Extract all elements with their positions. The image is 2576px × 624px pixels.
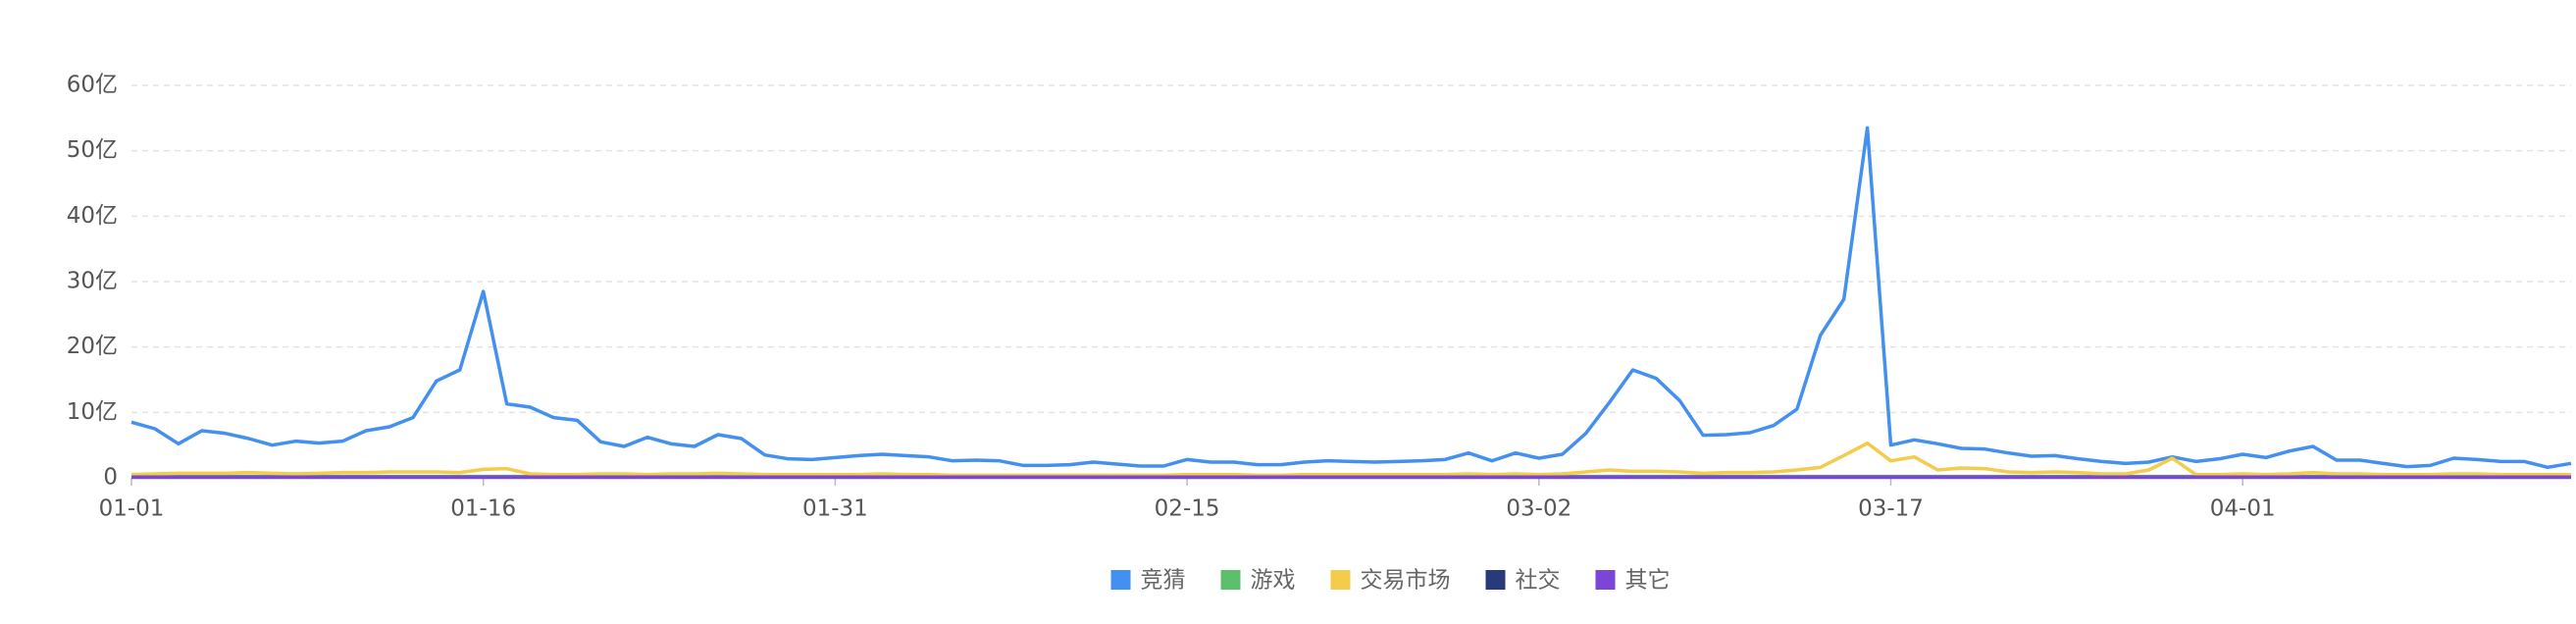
legend-swatch — [1110, 570, 1131, 590]
y-tick-label: 20亿 — [67, 334, 118, 359]
legend-item[interactable]: 游戏 — [1220, 568, 1296, 594]
legend-label: 竞猜 — [1141, 568, 1186, 594]
y-tick-label: 50亿 — [67, 137, 118, 163]
x-tick-label: 04-01 — [2210, 496, 2276, 522]
legend-item[interactable]: 竞猜 — [1110, 568, 1186, 594]
y-tick-label: 10亿 — [67, 399, 118, 425]
y-tick-label: 40亿 — [67, 203, 118, 229]
y-tick-label: 60亿 — [67, 73, 118, 98]
y-tick-label: 0 — [103, 465, 118, 491]
legend-swatch — [1595, 570, 1616, 590]
legend-item[interactable]: 交易市场 — [1330, 568, 1451, 594]
legend-swatch — [1330, 570, 1351, 590]
legend-label: 游戏 — [1251, 568, 1296, 594]
legend-swatch — [1220, 570, 1241, 590]
series-line — [130, 126, 2572, 470]
legend-swatch — [1485, 570, 1506, 590]
legend-label: 其它 — [1625, 568, 1671, 594]
series-line — [130, 441, 2571, 478]
y-tick-label: 30亿 — [67, 269, 118, 294]
x-tick-label: 01-01 — [99, 496, 165, 522]
x-tick-label: 03-17 — [1858, 496, 1924, 522]
legend-item[interactable]: 社交 — [1485, 568, 1561, 594]
legend: 竞猜 游戏 交易市场 社交 其它 — [1110, 568, 1671, 594]
legend-label: 社交 — [1516, 568, 1561, 594]
legend-label: 交易市场 — [1361, 568, 1451, 594]
x-tick-label: 01-16 — [450, 496, 516, 522]
legend-item[interactable]: 其它 — [1595, 568, 1671, 594]
x-tick-label: 03-02 — [1506, 496, 1571, 522]
x-tick-label: 02-15 — [1155, 496, 1220, 522]
x-tick-label: 01-31 — [802, 496, 868, 522]
